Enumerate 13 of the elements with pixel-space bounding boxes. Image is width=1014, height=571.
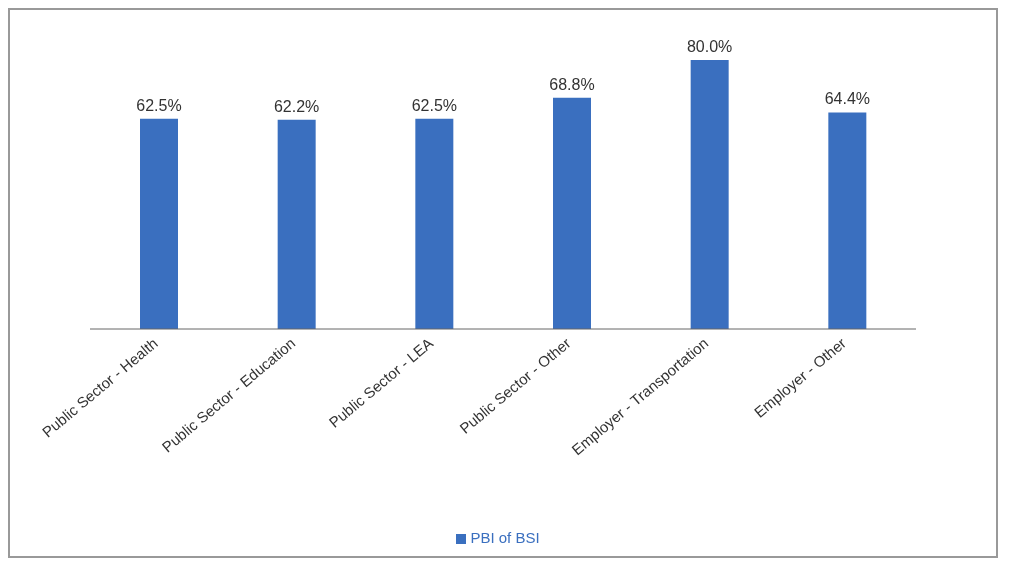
- data-label: 64.4%: [824, 90, 871, 108]
- bar: [828, 112, 867, 329]
- data-label: 62.5%: [411, 96, 458, 114]
- bar: [277, 119, 316, 329]
- legend-label: PBI of BSI: [470, 529, 540, 546]
- bar: [415, 118, 454, 329]
- data-label: 80.0%: [686, 38, 733, 55]
- bar: [140, 118, 178, 329]
- bar: [553, 97, 591, 329]
- data-label: 62.2%: [273, 97, 320, 115]
- data-label: 62.5%: [136, 96, 182, 114]
- bar: [690, 60, 729, 329]
- data-label: 68.8%: [549, 75, 595, 93]
